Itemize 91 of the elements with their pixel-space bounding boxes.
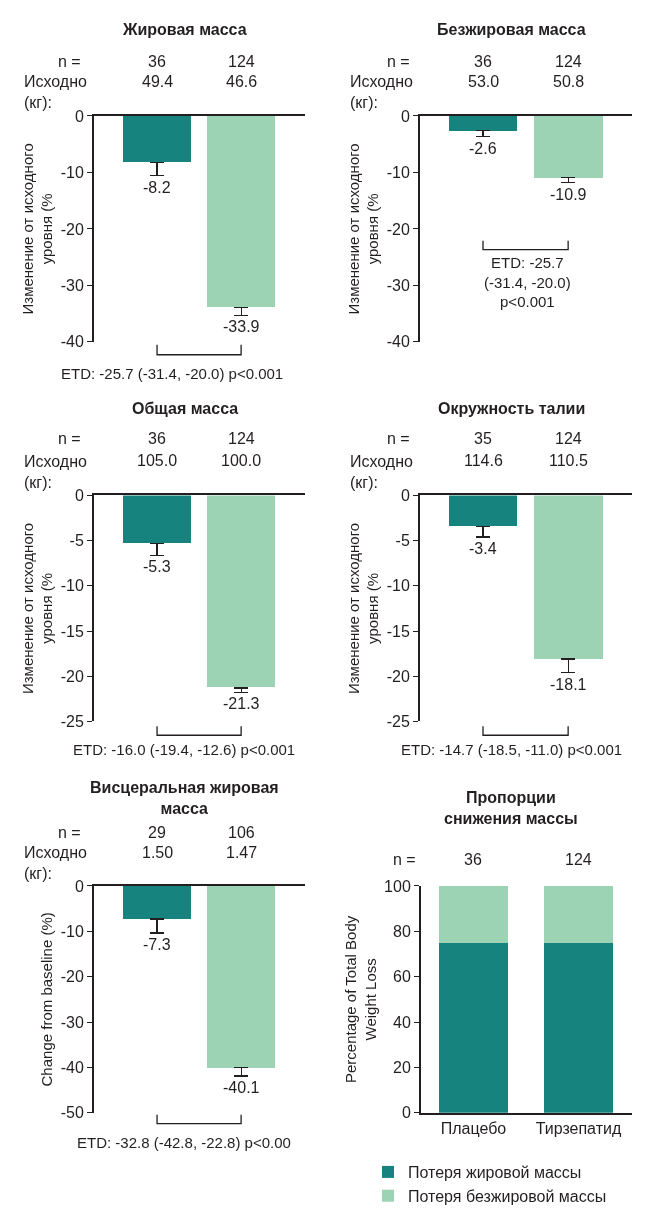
text: 29 [148,824,166,841]
y-tick-label: -30 [386,276,410,294]
chart-title: Окружность талии [438,400,586,417]
y-tick-label: -10 [60,577,84,595]
chart-title: Висцеральная жировая масса [90,779,279,817]
legend-label: Потеря жировой массы [408,1164,582,1182]
data-label: -33.9 [223,318,260,335]
text: 49.4 [142,73,174,90]
y-tick-label: -40 [386,333,410,351]
chart-title: Пропорции снижения массы [444,789,578,827]
y-tick-label: 20 [393,1059,411,1077]
data-label: -8.2 [143,179,171,196]
text: ETD: -32.8 (-42.8, -22.8) p<0.00 [77,1134,291,1151]
text: ETD: -25.7 (-31.4, -20.0) p<0.001 [61,365,284,382]
text: 36 [148,53,166,70]
y-axis-title: Изменение от исходного уровня (% [18,522,56,695]
text: 50.8 [553,73,585,90]
y-tick-label: -20 [60,968,84,986]
y-tick-label: -10 [60,164,84,182]
y-tick-label: -20 [386,220,410,238]
text: n = [387,430,410,447]
text: 1.50 [142,844,174,861]
text: n = [58,53,81,70]
y-tick-label: 0 [74,877,84,895]
legend-label: Потеря безжировой массы [408,1187,607,1205]
y-tick-label: -10 [60,922,84,940]
y-axis-title: Изменение от исходного уровня (% [18,143,56,315]
data-label: -7.3 [143,936,171,953]
text: 35 [474,430,492,447]
annotation: ETD: -25.7 (-31.4, -20.0) p<0.001 [484,254,571,310]
text: 36 [148,430,166,447]
text: 124 [228,53,255,70]
text: 1.47 [226,844,258,861]
text: 105.0 [137,452,178,469]
y-tick-label: -25 [386,713,410,730]
y-tick-label: 60 [393,968,411,986]
y-axis-title: Percentage of Total Body Weight Loss [342,915,379,1084]
data-label: -3.4 [469,540,497,557]
y-tick-label: -30 [60,276,84,294]
y-tick-label: 0 [74,487,84,505]
y-tick-label: 40 [393,1013,411,1031]
text: 100.0 [221,452,262,469]
x-tick-label: Плацебо [440,1120,507,1138]
text: 110.5 [549,452,588,469]
text: n = [393,851,416,868]
text: 124 [565,851,592,868]
text: 124 [228,430,255,447]
y-tick-label: 100 [384,877,411,895]
chart-title: Жировая масса [122,21,247,38]
chart-title: Общая масса [132,400,239,417]
y-tick-label: -40 [60,333,84,351]
text: 106 [228,824,255,841]
text: 53.0 [468,73,500,90]
y-tick-label: -20 [386,667,410,685]
y-tick-label: -25 [60,713,84,730]
y-tick-label: 80 [393,922,411,940]
y-tick-label: -15 [386,622,410,640]
y-tick-label: -10 [386,164,410,182]
y-tick-label: -40 [60,1059,84,1077]
text: 124 [555,53,582,70]
text: n = [58,824,81,841]
text: n = [58,430,81,447]
text: 36 [474,53,492,70]
y-tick-label: 0 [401,1104,411,1122]
text: ETD: -14.7 (-18.5, -11.0) p<0.001 [401,741,623,758]
data-label: -18.1 [550,676,587,693]
text: 36 [464,851,482,868]
y-tick-label: -10 [386,577,410,595]
y-axis-title: Изменение от исходного уровня (% [344,143,382,315]
y-tick-label: -5 [395,532,410,550]
chart-title: Безжировая масса [437,21,586,38]
y-tick-label: -5 [69,532,84,550]
text: 124 [555,430,582,447]
x-tick-label: Тирзепатид [535,1120,622,1138]
text: 46.6 [226,73,258,90]
text: 114.6 [464,452,503,469]
data-label: -2.6 [469,140,497,157]
y-tick-label: -20 [60,667,84,685]
data-label: -21.3 [223,695,260,712]
y-tick-label: -30 [60,1013,84,1031]
data-label: -40.1 [223,1079,260,1096]
data-label: -10.9 [550,186,587,203]
y-tick-label: -50 [60,1104,84,1122]
y-axis-title: Change from baseline (%) [38,912,56,1087]
text: ETD: -16.0 (-19.4, -12.6) p<0.001 [73,741,296,758]
y-tick-label: -15 [60,622,84,640]
y-tick-label: 0 [400,487,410,505]
text: n = [387,53,410,70]
data-label: -5.3 [143,558,171,575]
y-axis-title: Изменение от исходного уровня (% [344,522,382,695]
y-tick-label: -20 [60,220,84,238]
